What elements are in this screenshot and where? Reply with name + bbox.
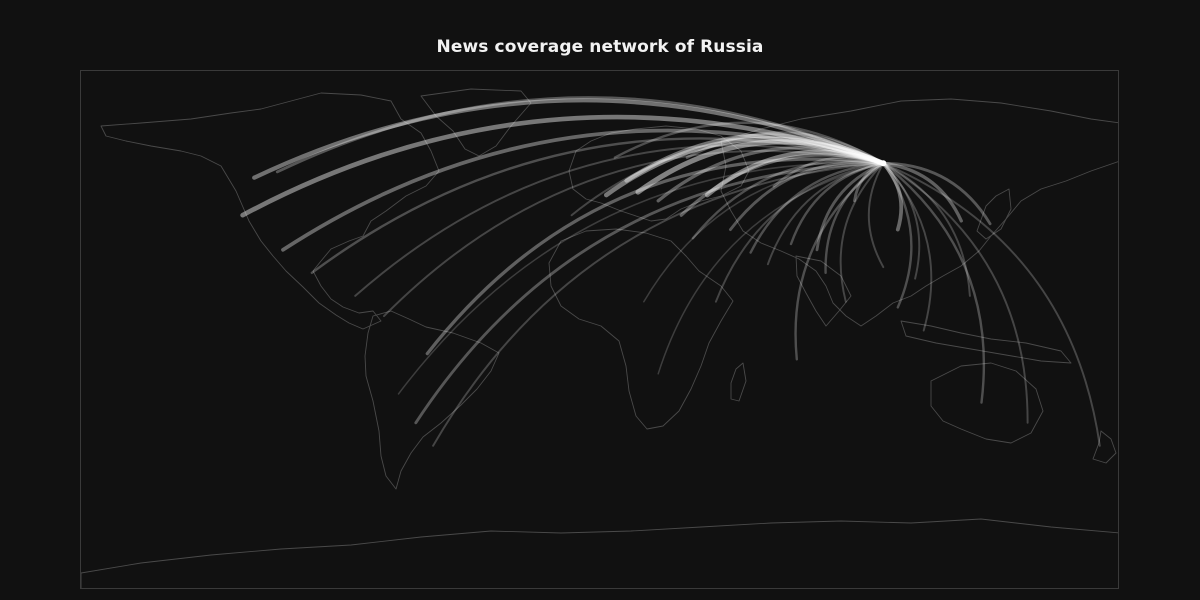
coverage-arc [432,162,885,447]
europe-outline [568,125,750,222]
coverage-arc [882,162,971,297]
coverage-arc [704,149,886,198]
coverage-arc [766,162,885,266]
north-america-outline [100,92,440,330]
coverage-arc [281,128,886,252]
coverage-arc [657,162,885,375]
coverage-arc [881,161,992,226]
russia-hub-point [880,160,887,167]
new-zealand-outline [1092,430,1117,464]
coverage-arc [643,162,885,303]
coverage-arc [882,162,1029,424]
coverage-arc [789,162,885,246]
coverage-arc [425,157,885,356]
coverage-arc [685,131,885,165]
map-title: News coverage network of Russia [436,37,764,57]
coverage-arc [570,140,885,217]
africa-outline [548,228,734,430]
coverage-arc [824,162,885,274]
australia-outline [930,362,1044,444]
coverage-arc [882,162,921,280]
greenland-outline [420,88,532,157]
coverage-arc [853,161,885,203]
coverage-arc [656,146,885,203]
indian-subcontinent-outline [795,255,852,327]
coverage-arc [794,162,885,361]
coverage-arc [882,162,913,309]
japan-outline [976,188,1012,240]
coverage-arc [635,139,886,195]
coverage-arc [240,114,886,218]
coverage-arc [354,144,885,297]
land-outlines [81,88,1118,588]
coverage-arc [275,96,885,174]
madagascar-outline [730,362,747,402]
coverage-arc [867,162,885,269]
coverage-arc [882,162,1101,447]
coverage-arc [691,159,885,240]
coverage-arc [815,161,885,252]
south-america-outline [364,310,500,490]
world-map [81,88,1118,588]
coverage-arc [882,162,986,404]
asia-outline [720,98,1118,327]
coverage-arc [613,121,885,165]
coverage-arc [728,160,885,232]
coverage-arc [603,136,886,198]
coverage-arc [414,161,885,425]
coverage-arc [252,98,886,180]
coverage-arc [749,162,885,254]
coverage-arc [383,149,885,318]
coverage-arc [397,162,885,395]
coverage-arc [839,162,885,303]
coverage-arc [679,153,885,217]
coverage-arcs [240,96,1101,447]
coverage-arc [881,161,904,232]
antarctica-outline [81,518,1118,588]
southeast-asia-islands-outline [900,320,1072,364]
coverage-arc [714,162,885,303]
coverage-arc [772,156,885,188]
coverage-arc [310,137,885,274]
coverage-arc [881,161,963,223]
map-frame [80,70,1119,589]
coverage-arc [624,133,886,183]
coverage-arc [882,162,933,332]
